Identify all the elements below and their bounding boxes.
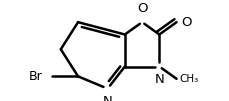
Text: CH₃: CH₃ (178, 74, 197, 84)
Text: O: O (136, 2, 147, 15)
Text: Br: Br (28, 70, 42, 83)
Text: N: N (154, 73, 164, 86)
Text: O: O (181, 16, 191, 29)
Text: N: N (102, 95, 112, 101)
